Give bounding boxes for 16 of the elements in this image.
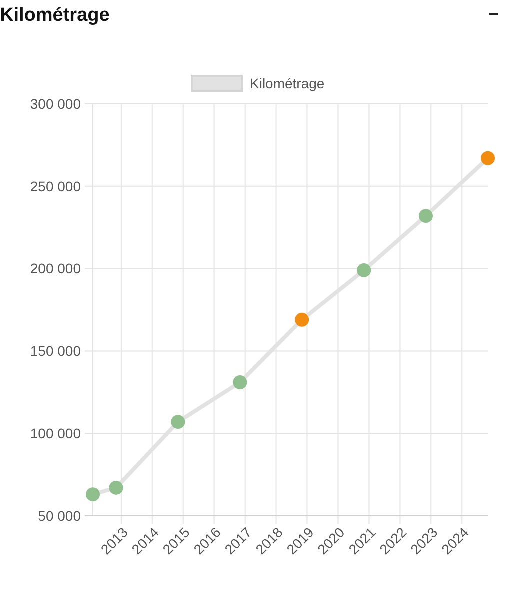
point — [419, 209, 433, 224]
point — [233, 376, 248, 390]
y-tick-label: 250 000 — [30, 178, 82, 194]
point — [481, 151, 495, 166]
point — [171, 415, 186, 430]
y-tick-label: 200 000 — [30, 260, 82, 277]
y-tick-label: 300 000 — [30, 96, 82, 112]
chart-title: Kilométrage — [0, 5, 110, 26]
point — [295, 312, 310, 327]
point — [357, 263, 372, 278]
legend-label: Kilométrage — [250, 75, 325, 92]
point — [86, 488, 100, 502]
y-tick-label: 50 000 — [38, 508, 82, 524]
point — [109, 480, 124, 495]
y-tick-label: 100 000 — [30, 426, 82, 442]
y-tick-label: 150 000 — [30, 343, 82, 360]
